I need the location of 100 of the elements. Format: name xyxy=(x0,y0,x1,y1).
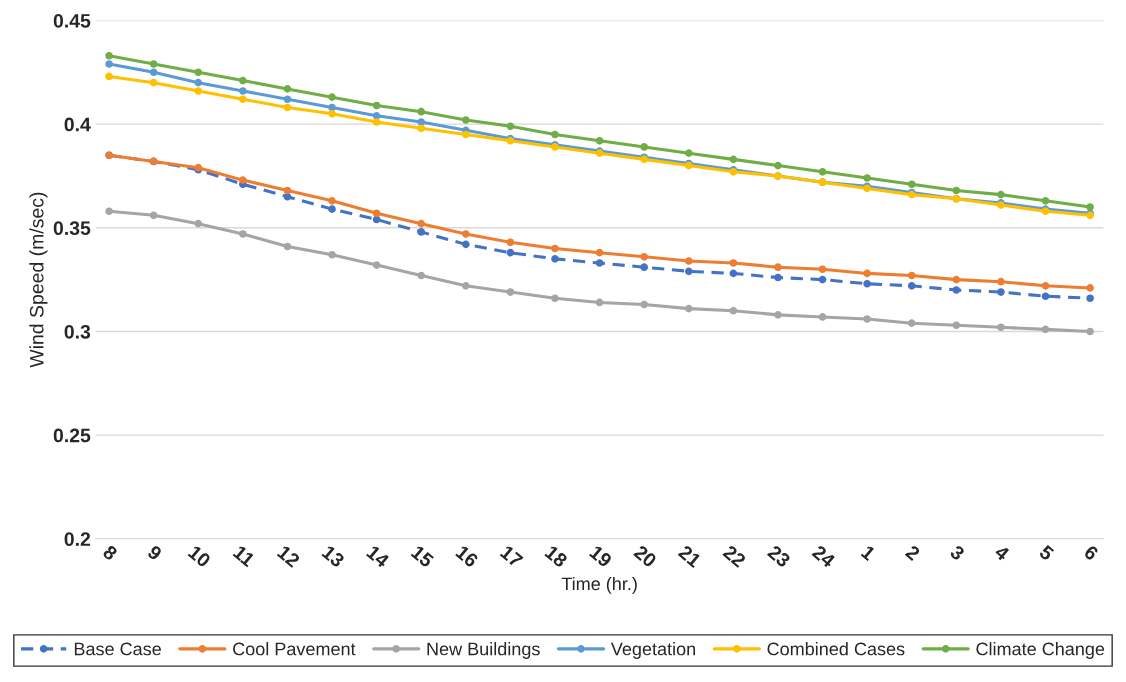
point xyxy=(283,95,292,104)
point xyxy=(417,107,426,116)
point xyxy=(105,60,113,68)
point xyxy=(551,255,559,263)
x-tick-label: 21 xyxy=(677,544,703,568)
point xyxy=(372,209,381,218)
point xyxy=(684,257,693,265)
point xyxy=(417,219,426,228)
point xyxy=(729,155,738,164)
point xyxy=(640,263,649,271)
point xyxy=(194,68,203,77)
point xyxy=(328,250,336,259)
point xyxy=(283,242,292,251)
legend-label: Cool Pavement xyxy=(233,642,356,656)
point xyxy=(417,228,426,236)
point xyxy=(328,197,336,205)
point xyxy=(997,288,1005,296)
point xyxy=(595,248,604,257)
y-tick-label: 0.45 xyxy=(53,13,91,28)
point xyxy=(149,60,158,68)
y-tick-label: 0.35 xyxy=(53,221,91,236)
point xyxy=(283,85,292,93)
point xyxy=(372,101,381,110)
point xyxy=(684,304,693,313)
point xyxy=(417,124,426,133)
point xyxy=(997,277,1005,286)
point xyxy=(997,190,1005,199)
point xyxy=(1041,282,1050,290)
point xyxy=(907,271,916,280)
point xyxy=(283,186,292,195)
point xyxy=(863,279,871,288)
point xyxy=(551,130,559,139)
legend-label: Vegetation xyxy=(610,642,695,659)
point xyxy=(952,286,961,294)
y-tick-label: 0.25 xyxy=(53,428,91,443)
point xyxy=(462,240,470,249)
point xyxy=(863,315,871,323)
point xyxy=(774,311,782,319)
point xyxy=(729,269,738,278)
x-tick-label: 12 xyxy=(276,544,301,568)
x-tick-label: 11 xyxy=(232,544,256,568)
x-tick-label: 19 xyxy=(588,544,613,569)
point xyxy=(506,248,515,257)
x-tick-label: 20 xyxy=(633,544,658,568)
x-tick-label: 18 xyxy=(544,544,569,569)
point xyxy=(729,306,738,315)
point xyxy=(640,300,649,309)
point xyxy=(818,265,827,274)
point xyxy=(774,161,782,170)
point xyxy=(997,323,1005,332)
point xyxy=(551,294,559,303)
point xyxy=(1086,294,1094,303)
point xyxy=(506,122,515,131)
point xyxy=(105,72,113,81)
point xyxy=(818,167,827,176)
y-tick-label: 0.4 xyxy=(64,117,91,132)
x-tick-label: 10 xyxy=(187,544,212,568)
point xyxy=(372,261,381,269)
point xyxy=(1041,197,1050,205)
x-tick-label: 16 xyxy=(455,544,480,569)
legend-label: Climate Change xyxy=(976,642,1105,659)
point xyxy=(328,93,336,101)
y-axis-title: Wind Speed (m/sec) xyxy=(29,192,48,368)
legend-label: Combined Cases xyxy=(767,642,905,656)
point xyxy=(149,68,158,77)
legend-label: New Buildings xyxy=(427,642,540,659)
point xyxy=(506,288,515,296)
point xyxy=(1041,325,1050,334)
point xyxy=(640,143,649,151)
point xyxy=(105,207,113,216)
point xyxy=(506,238,515,247)
x-tick-label: 22 xyxy=(722,544,747,568)
y-tick-label: 0.3 xyxy=(64,324,91,339)
x-tick-label: 1 xyxy=(860,544,877,562)
point xyxy=(818,313,827,321)
x-tick-label: 4 xyxy=(993,544,1011,562)
point xyxy=(194,87,203,95)
x-tick-label: 14 xyxy=(366,544,391,569)
point xyxy=(952,321,961,330)
point xyxy=(462,230,470,238)
point xyxy=(595,298,604,307)
x-tick-label: 9 xyxy=(146,544,163,562)
point xyxy=(194,78,203,87)
point xyxy=(462,116,470,124)
x-tick-label: 8 xyxy=(102,544,119,562)
point xyxy=(684,267,693,276)
point xyxy=(907,180,916,189)
point xyxy=(149,211,158,220)
point xyxy=(907,319,916,327)
point xyxy=(774,273,782,282)
point xyxy=(640,252,649,261)
x-tick-label: 2 xyxy=(904,544,921,561)
point xyxy=(239,176,247,184)
x-tick-label: 24 xyxy=(811,544,837,569)
point xyxy=(328,109,336,118)
point xyxy=(952,186,961,195)
point xyxy=(462,130,470,139)
point xyxy=(105,51,113,60)
point xyxy=(417,118,426,126)
x-tick-label: 6 xyxy=(1083,544,1100,562)
